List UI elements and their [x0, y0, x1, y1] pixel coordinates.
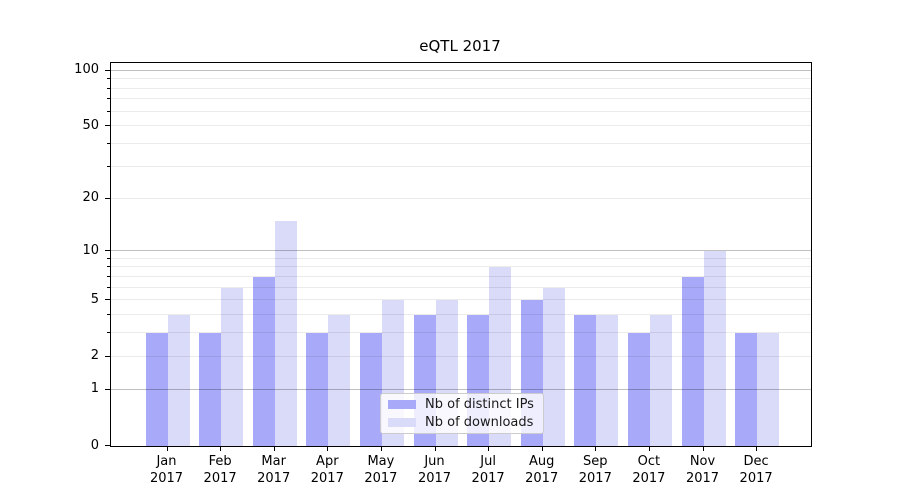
y-tick-mark: [105, 299, 110, 301]
x-tick-label: Jul 2017: [471, 454, 505, 486]
y-gridline: [111, 165, 811, 167]
y-gridline: [111, 125, 811, 127]
y-minor-tick-mark: [107, 98, 110, 100]
plot-area: Nb of distinct IPs Nb of downloads: [110, 62, 812, 447]
bar-distinct-ips: [199, 333, 222, 446]
x-tick-label: Sep 2017: [578, 454, 612, 486]
y-minor-tick-mark: [107, 266, 110, 268]
bar-distinct-ips: [359, 333, 382, 446]
y-minor-tick-mark: [107, 110, 110, 112]
y-tick-mark: [105, 355, 110, 357]
y-minor-tick-mark: [107, 87, 110, 89]
bar-distinct-ips: [574, 315, 597, 446]
legend-label-distinct-ips: Nb of distinct IPs: [425, 397, 534, 413]
x-tick-mark: [541, 447, 543, 451]
y-gridline: [111, 69, 811, 71]
y-gridline: [111, 266, 811, 268]
x-tick-label: Apr 2017: [310, 454, 344, 486]
y-tick-mark: [105, 445, 110, 446]
y-minor-tick-mark: [107, 332, 110, 334]
y-minor-tick-mark: [107, 275, 110, 277]
bar-distinct-ips: [306, 333, 329, 446]
y-gridline: [111, 275, 811, 277]
x-tick-mark: [648, 447, 650, 451]
y-gridline: [111, 388, 811, 390]
x-tick-label: Aug 2017: [525, 454, 559, 486]
legend-label-downloads: Nb of downloads: [425, 414, 534, 430]
bar-downloads: [649, 315, 672, 446]
bar-downloads: [328, 315, 351, 446]
bar-distinct-ips: [627, 333, 650, 446]
y-gridline: [111, 98, 811, 100]
x-tick-label: Jun 2017: [417, 454, 452, 486]
x-tick-label: Dec 2017: [739, 454, 773, 486]
y-tick-label: 10: [82, 242, 99, 258]
y-gridline: [111, 250, 811, 252]
bar-distinct-ips: [145, 333, 168, 446]
x-tick-label: Jan 2017: [149, 454, 184, 486]
x-tick-mark: [166, 447, 168, 451]
x-tick-mark: [327, 447, 329, 451]
legend-entry-downloads: Nb of downloads: [388, 415, 536, 430]
y-tick-mark: [105, 250, 110, 252]
y-gridline: [111, 257, 811, 259]
bar-distinct-ips: [681, 276, 704, 446]
x-tick-label: Nov 2017: [685, 454, 720, 486]
y-tick-mark: [105, 69, 110, 71]
x-tick-mark: [702, 447, 704, 451]
bar-downloads: [703, 251, 726, 446]
bar-distinct-ips: [252, 276, 275, 446]
y-gridline: [111, 332, 811, 334]
y-minor-tick-mark: [107, 165, 110, 167]
y-gridline: [111, 197, 811, 199]
y-tick-mark: [105, 197, 110, 199]
legend-entry-distinct-ips: Nb of distinct IPs: [388, 397, 536, 412]
y-tick-label: 0: [90, 437, 99, 453]
x-tick-label: Mar 2017: [257, 454, 291, 486]
y-gridline: [111, 110, 811, 112]
y-tick-mark: [105, 125, 110, 127]
x-tick-label: May 2017: [364, 454, 398, 486]
y-minor-tick-mark: [107, 78, 110, 80]
y-tick-label: 50: [82, 117, 99, 133]
y-tick-label: 20: [82, 190, 99, 205]
y-gridline: [111, 299, 811, 301]
legend: Nb of distinct IPs Nb of downloads: [380, 393, 544, 434]
y-gridline: [111, 355, 811, 357]
x-tick-mark: [434, 447, 436, 451]
x-tick-mark: [756, 447, 758, 451]
y-tick-mark: [105, 388, 110, 390]
x-tick-label: Oct 2017: [632, 454, 666, 486]
x-tick-mark: [273, 447, 275, 451]
y-minor-tick-mark: [107, 257, 110, 259]
y-minor-tick-mark: [107, 314, 110, 316]
x-tick-label: Feb 2017: [203, 454, 237, 486]
x-tick-mark: [380, 447, 382, 451]
bar-downloads: [542, 287, 565, 446]
x-tick-mark: [488, 447, 490, 451]
y-tick-label: 1: [90, 381, 99, 397]
bar-downloads: [596, 315, 619, 446]
bar-downloads: [221, 287, 244, 446]
chart-title: eQTL 2017: [419, 37, 501, 55]
y-gridline: [111, 78, 811, 80]
y-gridline: [111, 143, 811, 145]
legend-swatch-distinct-ips: [388, 400, 416, 410]
y-tick-label: 100: [74, 62, 99, 78]
legend-swatch-downloads: [388, 417, 416, 427]
bar-downloads: [757, 333, 780, 446]
x-tick-mark: [220, 447, 222, 451]
y-gridline: [111, 286, 811, 288]
x-tick-mark: [595, 447, 597, 451]
y-minor-tick-mark: [107, 286, 110, 288]
y-tick-label: 2: [90, 348, 99, 364]
y-minor-tick-mark: [107, 143, 110, 145]
bar-downloads: [167, 315, 190, 446]
y-tick-label: 5: [90, 291, 99, 307]
y-gridline: [111, 87, 811, 89]
bar-distinct-ips: [735, 333, 758, 446]
bar-downloads: [274, 220, 297, 446]
y-gridline: [111, 314, 811, 316]
